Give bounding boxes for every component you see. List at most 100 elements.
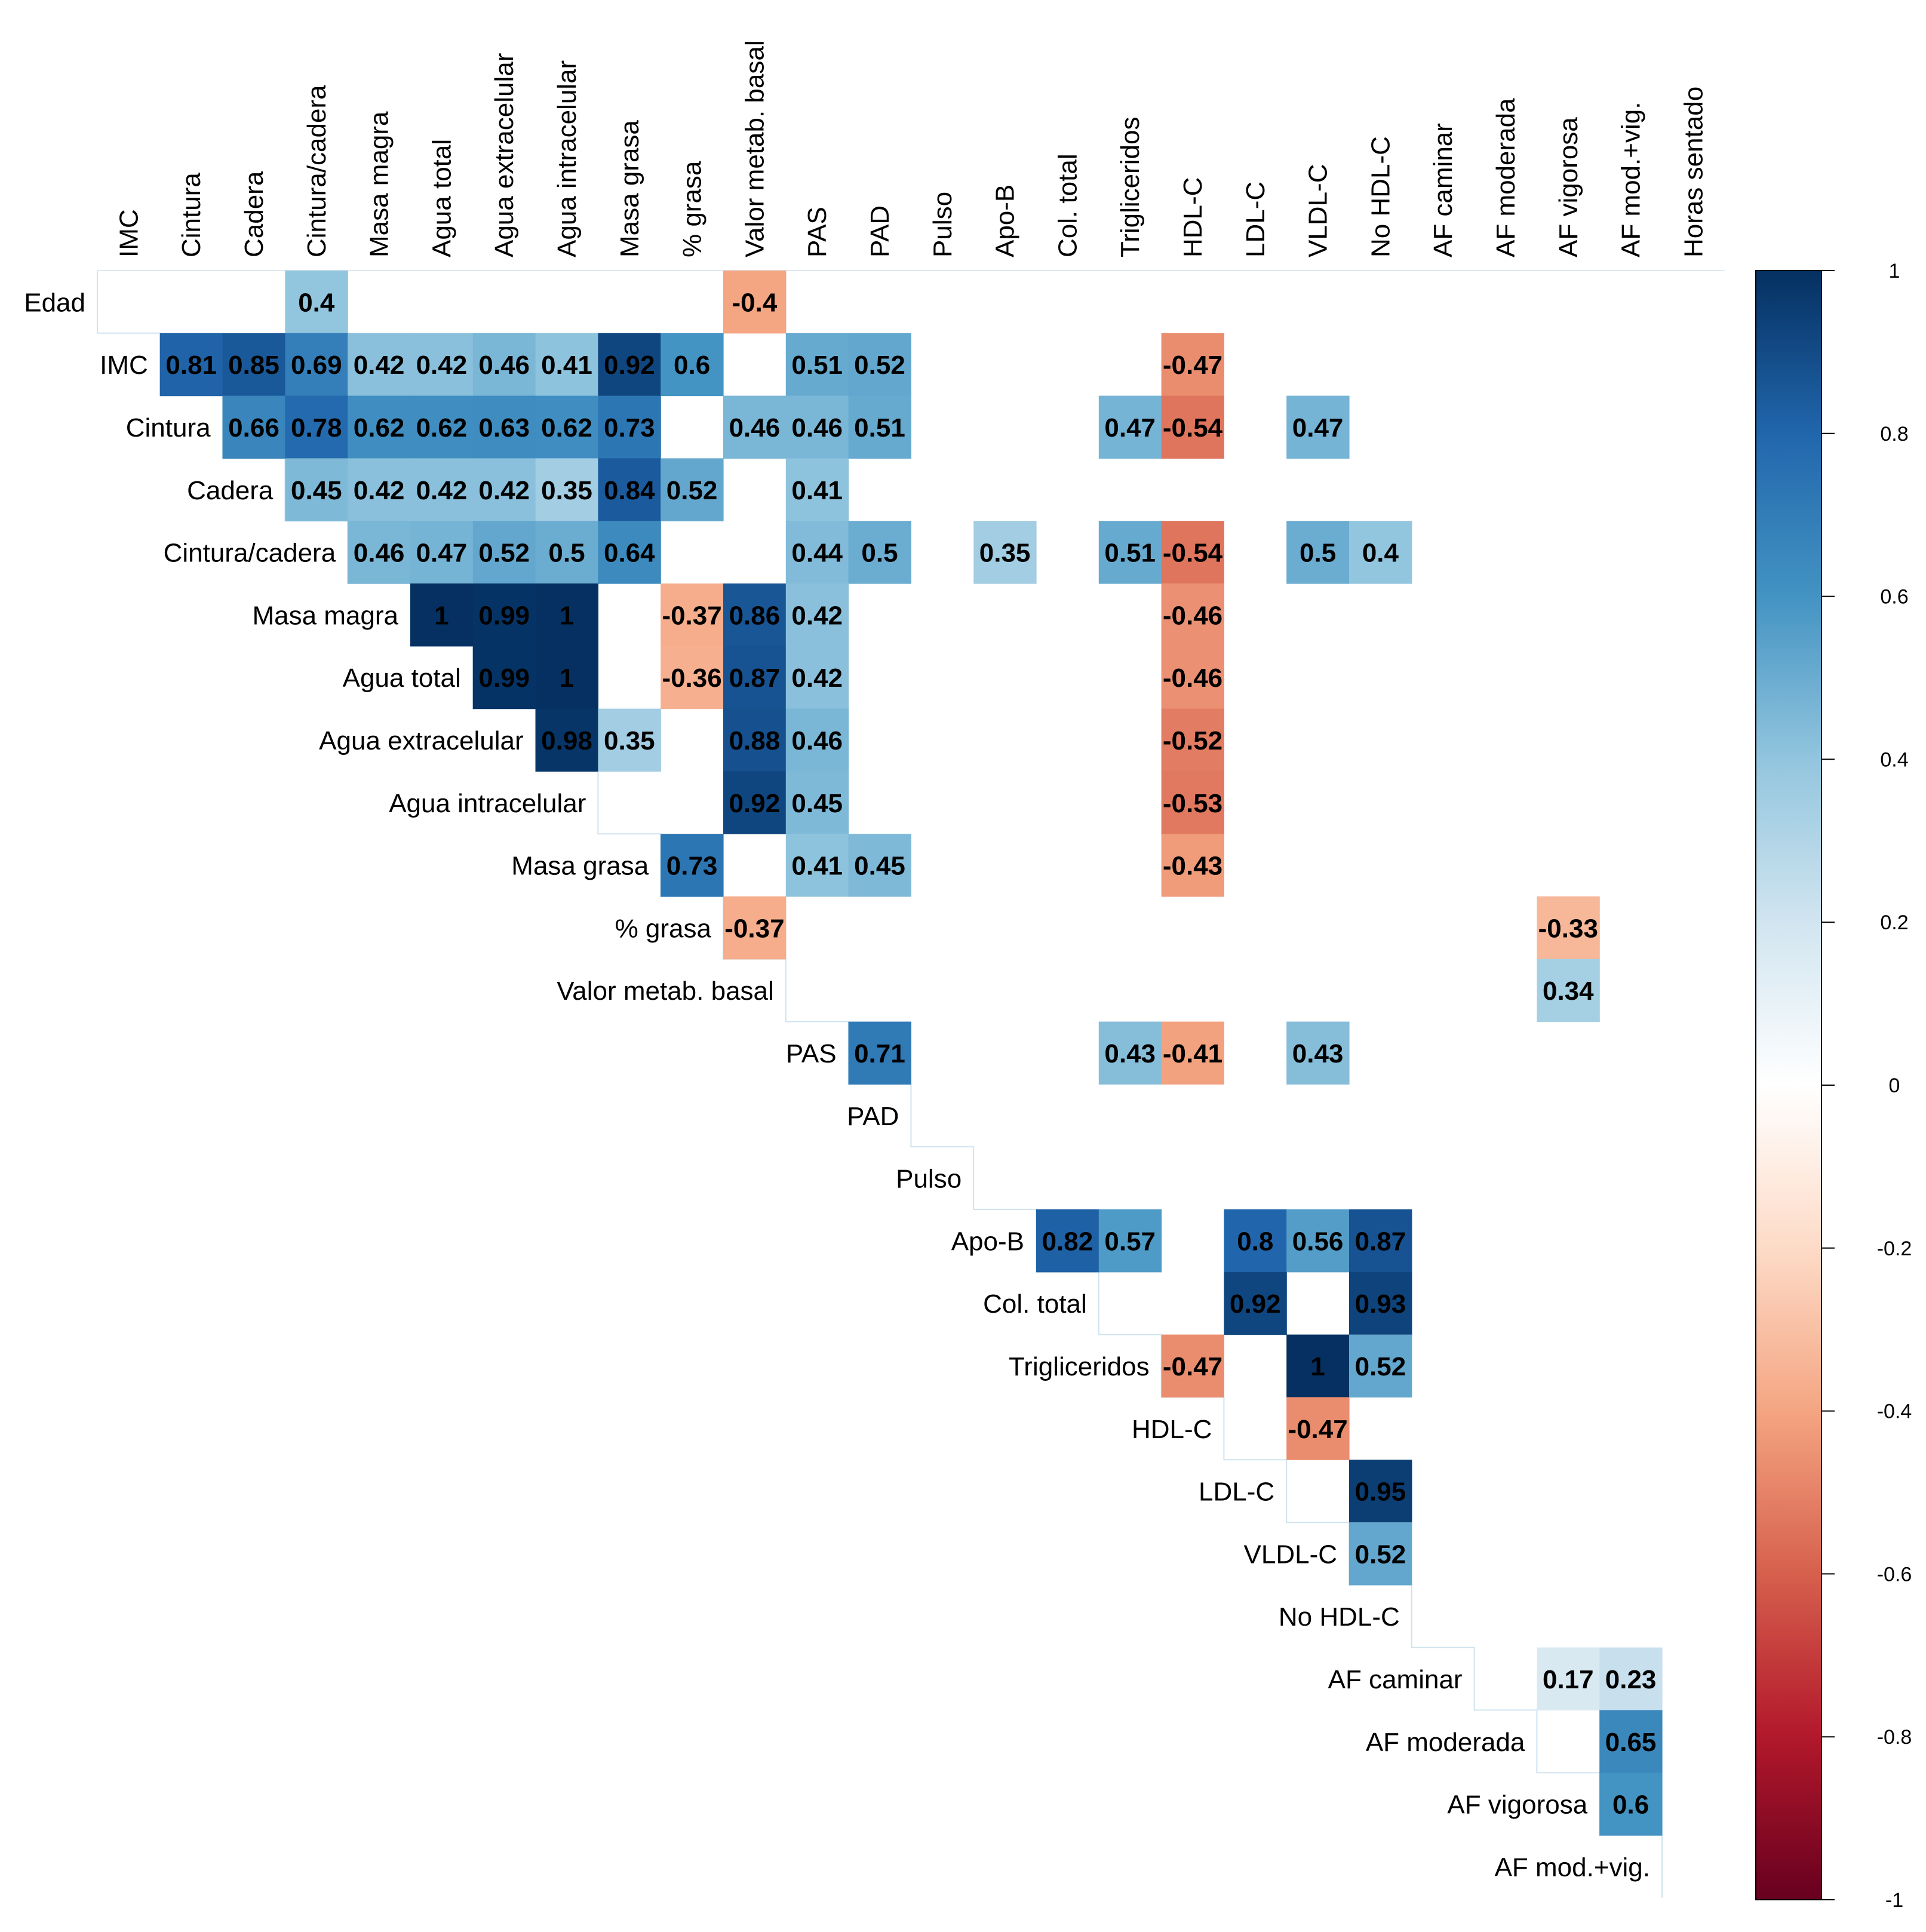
cell-cintura-cadera-no-hdl-c: [1349, 521, 1412, 584]
cell-masa-magra-agua-extracelular-value: 0.99: [478, 601, 530, 630]
cell-trigliceridos-vldl-c-value: 1: [1310, 1352, 1325, 1381]
cell-imc-cadera-value: 0.85: [228, 351, 279, 380]
cell-cintura-cadera-agua-extracelular-value: 0.52: [478, 539, 530, 568]
cell-imc-pad: [848, 333, 911, 397]
row-label-valor-metab-basal: Valor metab. basal: [557, 976, 774, 1006]
row-label-pas: PAS: [786, 1039, 837, 1068]
row-label-agua-extracelular: Agua extracelular: [319, 726, 523, 755]
cell-masa-magra-valor-metab-basal-value: 0.86: [729, 601, 781, 630]
cell-cintura-cadera-masa-grasa-value: 0.64: [604, 539, 655, 568]
cell-imc-hdl-c: [1161, 333, 1224, 397]
cell-cintura-cadera-vldl-c: [1286, 521, 1350, 584]
cell-agua-extracelular-hdl-c-value: -0.52: [1163, 726, 1222, 755]
cell-agua-extracelular-valor-metab-basal: [723, 708, 787, 772]
column-label-ldl-c: LDL-C: [1241, 182, 1270, 257]
cell-cintura-masa-grasa-value: 0.73: [604, 413, 655, 443]
cell-agua-intracelular-valor-metab-basal: [723, 771, 787, 834]
cell-imc-agua-intracelular-value: 0.41: [541, 351, 592, 380]
cell-cintura-cadera-value: 0.66: [228, 413, 279, 443]
cell-imc-agua-extracelular-value: 0.46: [478, 351, 530, 380]
cell-agua-intracelular-pas-value: 0.45: [791, 789, 843, 818]
cell-cintura-cadera-agua-total: [410, 521, 474, 584]
row-label-ldl-c: LDL-C: [1199, 1478, 1274, 1507]
cell-af-vigorosa-af-mod-vig: [1599, 1773, 1663, 1836]
row-label-masa-magra: Masa magra: [252, 601, 398, 630]
cell-vldl-c-no-hdl-c-value: 0.52: [1355, 1540, 1406, 1569]
cell-cintura-cadera-agua-total-value: 0.47: [416, 539, 468, 568]
colorbar-tick-label: 0.8: [1880, 423, 1908, 446]
colorbar-tick-label: -0.2: [1877, 1237, 1912, 1260]
cell-agua-total-pct-grasa-value: -0.36: [662, 664, 721, 693]
cell-col-total-no-hdl-c: [1349, 1271, 1412, 1335]
cell-cintura-agua-extracelular-value: 0.63: [478, 413, 530, 443]
column-label-masa-grasa: Masa grasa: [615, 120, 644, 257]
cell-cintura-cadera-apo-b: [973, 521, 1037, 584]
cell-edad-valor-metab-basal: [723, 271, 787, 334]
cell-apo-b-no-hdl-c-value: 0.87: [1355, 1227, 1406, 1256]
cell-agua-total-agua-intracelular: [535, 646, 598, 709]
column-label-agua-intracelular: Agua intracelular: [552, 60, 582, 257]
cell-cintura-cadera-apo-b-value: 0.35: [979, 539, 1031, 568]
cell-pas-hdl-c-value: -0.41: [1163, 1039, 1222, 1068]
column-label-vldl-c: VLDL-C: [1304, 164, 1333, 258]
cell-imc-masa-magra-value: 0.42: [354, 351, 405, 380]
row-label-vldl-c: VLDL-C: [1244, 1540, 1338, 1569]
cell-masa-magra-agua-intracelular: [535, 583, 598, 647]
cell-masa-grasa-pas-value: 0.41: [791, 852, 843, 881]
cell-vldl-c-no-hdl-c: [1349, 1522, 1412, 1586]
cell-apo-b-trigliceridos-value: 0.57: [1104, 1227, 1156, 1256]
cell-imc-pct-grasa: [661, 333, 724, 397]
cell-agua-intracelular-hdl-c-value: -0.53: [1163, 789, 1222, 818]
cell-cintura-pad: [848, 395, 911, 459]
cell-imc-masa-grasa-value: 0.92: [604, 351, 655, 380]
cell-cadera-agua-extracelular-value: 0.42: [478, 476, 530, 505]
column-label-no-hdl-c: No HDL-C: [1366, 136, 1395, 257]
cell-cadera-cintura-cadera: [285, 458, 348, 521]
cell-agua-intracelular-hdl-c: [1161, 771, 1224, 834]
cell-cintura-agua-intracelular-value: 0.62: [541, 413, 592, 443]
cell-cintura-hdl-c-value: -0.54: [1163, 413, 1223, 443]
cell-trigliceridos-vldl-c: [1286, 1334, 1350, 1397]
cell-imc-pct-grasa-value: 0.6: [674, 351, 710, 380]
cell-apo-b-col-total-value: 0.82: [1042, 1227, 1093, 1256]
cell-cintura-cintura-cadera-value: 0.78: [291, 413, 342, 443]
cell-cintura-agua-extracelular: [472, 395, 536, 459]
cell-cintura-cadera-no-hdl-c-value: 0.4: [1362, 539, 1399, 568]
cell-masa-magra-pas-value: 0.42: [791, 601, 843, 630]
cell-cadera-pct-grasa-value: 0.52: [666, 476, 718, 505]
cell-cintura-agua-total: [410, 395, 474, 459]
cell-value-labels: 0.4 -0.40.81 0.85 0.69 0.42 0.42 0.46 0.41 0.92 0…: [165, 288, 1656, 1819]
column-label-horas-sentado: Horas sentado: [1679, 87, 1708, 257]
column-label-apo-b: Apo-B: [991, 185, 1020, 257]
cell-cintura-masa-magra-value: 0.62: [354, 413, 405, 443]
cell-pct-grasa-valor-metab-basal-value: -0.37: [724, 914, 784, 943]
cell-trigliceridos-hdl-c: [1161, 1334, 1224, 1397]
cell-agua-extracelular-pas: [785, 708, 849, 772]
cell-cadera-pas: [785, 458, 849, 521]
cell-cintura-hdl-c: [1161, 395, 1224, 459]
cell-masa-magra-agua-intracelular-value: 1: [560, 601, 574, 630]
column-label-trigliceridos: Trigliceridos: [1116, 116, 1145, 257]
row-label-af-mod-vig: AF mod.+vig.: [1495, 1853, 1650, 1882]
row-label-cintura-cadera: Cintura/cadera: [164, 539, 336, 568]
cell-agua-extracelular-masa-grasa-value: 0.35: [604, 726, 655, 755]
cell-masa-grasa-pct-grasa: [661, 834, 724, 897]
cell-masa-magra-agua-extracelular: [472, 583, 536, 647]
cell-cintura-cadera-agua-intracelular-value: 0.5: [548, 539, 585, 568]
row-label-pct-grasa: % grasa: [615, 914, 712, 943]
cell-col-total-no-hdl-c-value: 0.93: [1355, 1289, 1406, 1319]
cell-agua-extracelular-agua-intracelular: [535, 708, 598, 772]
cell-cintura-cadera: [222, 395, 285, 459]
cell-pas-trigliceridos: [1098, 1021, 1162, 1085]
cell-cintura-valor-metab-basal-value: 0.46: [729, 413, 781, 443]
cell-agua-extracelular-masa-grasa: [598, 708, 661, 772]
column-label-af-vigorosa: AF vigorosa: [1554, 117, 1583, 257]
column-labels: IMC Cintura Cadera Cintura/cadera Masa magra…: [114, 40, 1708, 257]
cell-edad-cintura-cadera-value: 0.4: [298, 288, 335, 317]
column-label-imc: IMC: [114, 209, 143, 257]
cell-hdl-c-vldl-c: [1286, 1397, 1350, 1460]
row-label-edad: Edad: [24, 288, 85, 317]
cell-cintura-cadera-pad: [848, 521, 911, 584]
cell-apo-b-vldl-c-value: 0.56: [1292, 1227, 1344, 1256]
cell-af-caminar-af-mod-vig: [1599, 1647, 1663, 1710]
